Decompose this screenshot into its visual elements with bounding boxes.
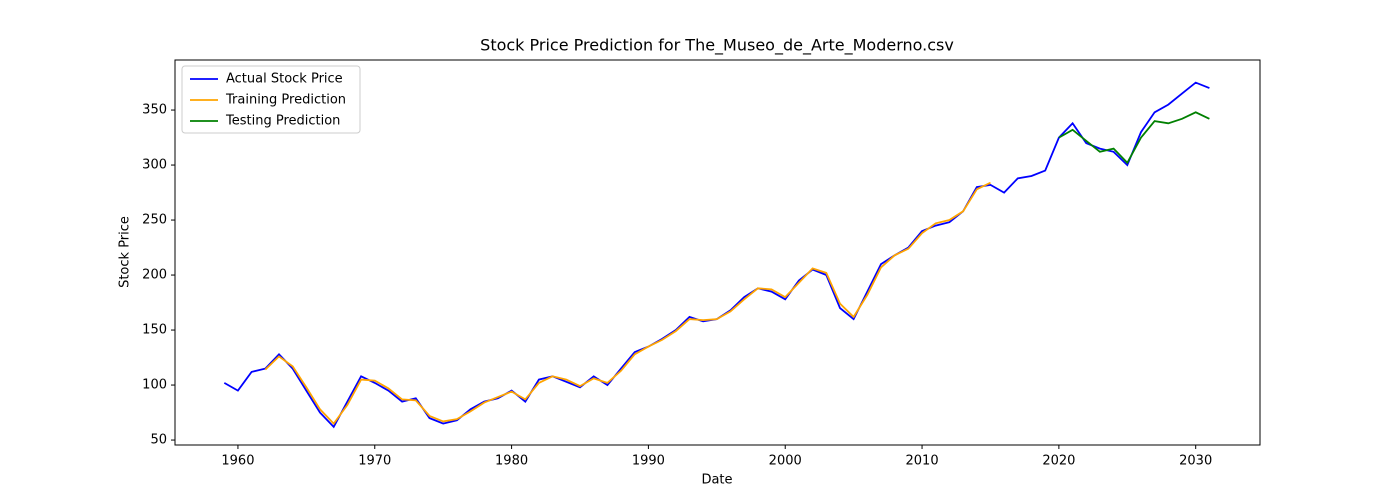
x-tick-label: 1980 — [495, 454, 528, 469]
legend-label: Actual Stock Price — [226, 72, 343, 87]
plot-frame — [174, 59, 1261, 446]
x-tick-label: 2000 — [769, 454, 802, 469]
y-tick-label: 300 — [142, 158, 167, 173]
x-tick-label: 1960 — [221, 454, 254, 469]
y-tick-label: 100 — [142, 378, 167, 393]
x-tick-label: 1990 — [632, 454, 665, 469]
chart-title: Stock Price Prediction for The_Museo_de_… — [480, 36, 954, 56]
y-tick-label: 250 — [142, 213, 167, 228]
y-tick-label: 50 — [150, 433, 167, 448]
x-axis-label: Date — [701, 473, 732, 488]
y-tick-label: 350 — [142, 103, 167, 118]
series-line — [264, 181, 991, 425]
y-tick-label: 200 — [142, 268, 167, 283]
x-tick-label: 2020 — [1042, 454, 1075, 469]
x-tick-label: 2010 — [906, 454, 939, 469]
y-tick-label: 150 — [142, 323, 167, 338]
y-axis-label: Stock Price — [118, 216, 133, 288]
x-tick-label: 1970 — [358, 454, 391, 469]
series-line — [1058, 111, 1210, 165]
legend-label: Training Prediction — [225, 93, 346, 108]
x-tick-label: 2030 — [1179, 454, 1212, 469]
legend-box — [181, 65, 361, 134]
legend-label: Testing Prediction — [225, 114, 340, 129]
